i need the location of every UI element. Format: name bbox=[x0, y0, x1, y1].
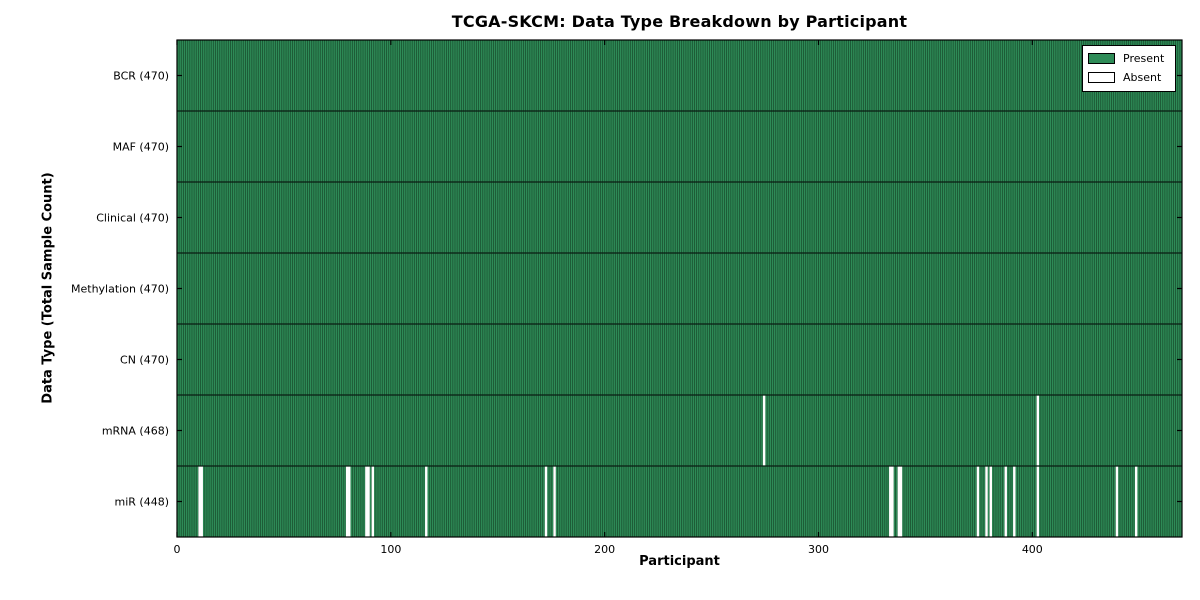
x-axis-label: Participant bbox=[639, 554, 720, 569]
absent-mark-miR-88 bbox=[365, 466, 368, 537]
absent-mark-miR-89 bbox=[367, 466, 370, 537]
absent-mark-miR-387 bbox=[1004, 466, 1007, 537]
y-tick-label-miR: miR (448) bbox=[115, 496, 170, 509]
absent-mark-miR-402 bbox=[1036, 466, 1040, 537]
y-tick-label-BCR: BCR (470) bbox=[113, 70, 169, 83]
absent-mark-miR-176 bbox=[553, 466, 556, 537]
absent-mark-miR-116 bbox=[425, 466, 428, 537]
y-tick-label-MAF: MAF (470) bbox=[113, 141, 169, 154]
legend-entry-present: Present bbox=[1088, 49, 1170, 68]
absent-mark-miR-380 bbox=[989, 466, 992, 537]
absent-mark-miR-80 bbox=[348, 466, 351, 537]
legend: Present Absent bbox=[1082, 45, 1176, 92]
absent-swatch bbox=[1088, 72, 1115, 83]
absent-mark-mRNA-402 bbox=[1036, 395, 1040, 466]
absent-mark-miR-439 bbox=[1115, 466, 1119, 537]
x-tick-label: 300 bbox=[808, 543, 829, 556]
present-swatch bbox=[1088, 53, 1115, 64]
y-tick-label-Clinical: Clinical (470) bbox=[96, 212, 169, 225]
absent-mark-miR-172 bbox=[544, 466, 548, 537]
axes-spines bbox=[176, 39, 1183, 538]
y-tick-label-Methylation: Methylation (470) bbox=[71, 283, 169, 296]
x-tick-label: 100 bbox=[380, 543, 401, 556]
y-tick-label-mRNA: mRNA (468) bbox=[102, 425, 169, 438]
absent-mark-miR-337 bbox=[897, 466, 901, 537]
absent-mark-miR-10 bbox=[198, 466, 201, 537]
y-tick-label-CN: CN (470) bbox=[120, 354, 169, 367]
absent-mark-miR-448 bbox=[1134, 466, 1138, 537]
chart-title: TCGA-SKCM: Data Type Breakdown by Partic… bbox=[451, 12, 908, 31]
x-tick-label: 200 bbox=[594, 543, 615, 556]
absent-mark-miR-334 bbox=[891, 466, 894, 537]
absent-mark-miR-79 bbox=[345, 466, 349, 537]
absent-mark-miR-11 bbox=[200, 466, 203, 537]
absent-mark-miR-391 bbox=[1013, 466, 1016, 537]
x-tick-label: 0 bbox=[174, 543, 181, 556]
absent-mark-mRNA-274 bbox=[762, 395, 766, 466]
legend-present-label: Present bbox=[1123, 52, 1165, 65]
absent-mark-miR-91 bbox=[371, 466, 375, 537]
x-tick-label: 400 bbox=[1022, 543, 1043, 556]
legend-absent-label: Absent bbox=[1123, 71, 1162, 84]
absent-mark-miR-378 bbox=[985, 466, 988, 537]
absent-mark-miR-338 bbox=[899, 466, 903, 537]
absent-mark-miR-333 bbox=[889, 466, 892, 537]
absent-mark-miR-374 bbox=[976, 466, 980, 537]
legend-entry-absent: Absent bbox=[1088, 68, 1170, 87]
